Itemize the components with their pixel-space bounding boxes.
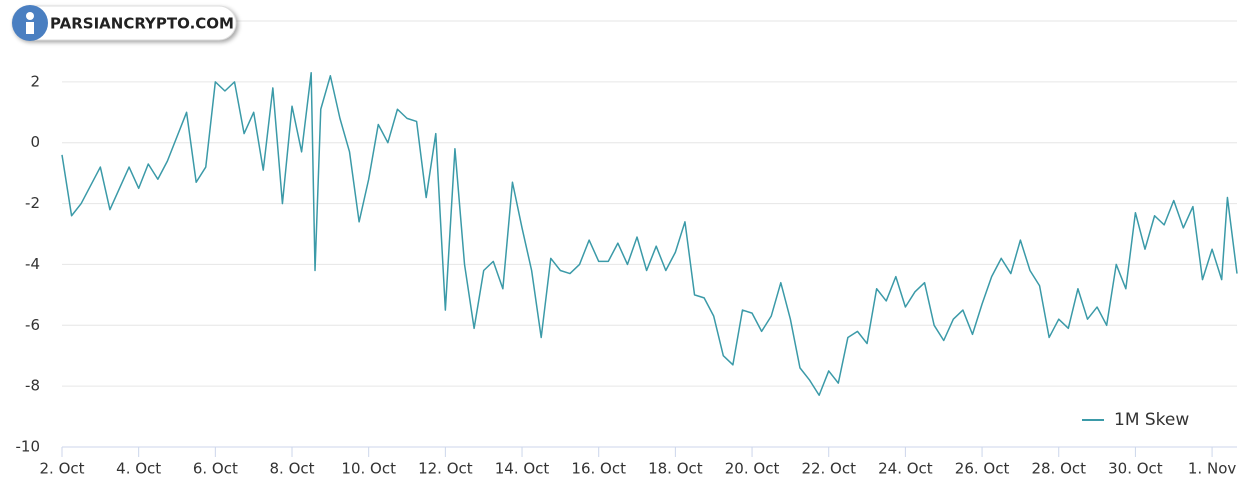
watermark-text: PARSIANCRYPTO.COM xyxy=(50,15,234,33)
y-tick-label: -10 xyxy=(16,438,41,456)
watermark-badge: PARSIANCRYPTO.COM xyxy=(11,5,237,41)
x-tick-label: 14. Oct xyxy=(495,460,550,478)
x-tick-label: 10. Oct xyxy=(341,460,396,478)
x-tick-label: 26. Oct xyxy=(955,460,1010,478)
series-line xyxy=(61,71,1238,397)
x-tick-label: 24. Oct xyxy=(878,460,933,478)
y-tick-label: -2 xyxy=(25,194,40,212)
y-tick-label: -6 xyxy=(25,316,40,334)
x-tick-label: 28. Oct xyxy=(1031,460,1086,478)
badge-icon-dot xyxy=(26,12,34,20)
badge-icon-stem xyxy=(26,22,34,34)
x-tick-label: 18. Oct xyxy=(648,460,703,478)
x-tick-label: 20. Oct xyxy=(725,460,780,478)
legend-label: 1M Skew xyxy=(1114,410,1189,430)
x-tick-label: 22. Oct xyxy=(801,460,856,478)
x-tick-label: 30. Oct xyxy=(1108,460,1163,478)
x-tick-label: 12. Oct xyxy=(418,460,473,478)
x-tick-label: 16. Oct xyxy=(571,460,626,478)
x-tick-label: 1. Nov xyxy=(1188,460,1236,478)
y-tick-label: -4 xyxy=(25,255,40,273)
y-tick-label: 2 xyxy=(30,72,40,90)
y-tick-label: -8 xyxy=(25,377,40,395)
x-tick-label: 4. Oct xyxy=(116,460,161,478)
x-tick-label: 6. Oct xyxy=(193,460,238,478)
x-tick-label: 8. Oct xyxy=(270,460,315,478)
x-tick-label: 2. Oct xyxy=(39,460,84,478)
y-tick-label: 0 xyxy=(30,133,40,151)
